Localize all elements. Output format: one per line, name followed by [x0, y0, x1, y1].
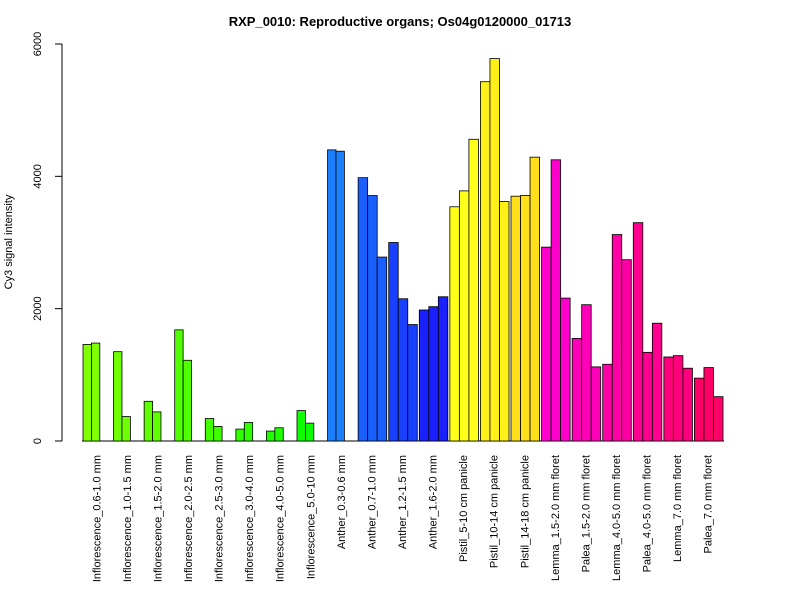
x-category-label: Pistil_14-18 cm panicle [519, 455, 531, 568]
bar [611, 234, 623, 442]
bar [499, 201, 510, 442]
bar [243, 422, 254, 442]
bar [550, 159, 562, 442]
bar [437, 296, 449, 442]
bar [91, 342, 101, 442]
bar [541, 246, 552, 442]
x-category-label: Inflorescence_2.5-3.0 mm [214, 455, 226, 582]
bar [274, 427, 284, 442]
x-category-label: Lemma_7.0 mm floret [672, 455, 684, 562]
bar [672, 355, 684, 442]
x-category-label: Inflorescence_1.5-2.0 mm [152, 455, 164, 582]
bar [713, 396, 724, 442]
bar [489, 58, 500, 442]
x-category-label: Palea_1.5-2.0 mm floret [580, 455, 592, 572]
y-tick-label: 6000 [32, 32, 44, 56]
x-category-label: Inflorescence_5.0-10 mm [305, 455, 317, 579]
bar [213, 426, 223, 442]
x-category-label: Anther_0.3-0.6 mm [336, 455, 348, 549]
bar [418, 309, 430, 442]
bar [327, 149, 337, 442]
x-category-label: Inflorescence_4.0-5.0 mm [275, 455, 287, 582]
chart-title: RXP_0010: Reproductive organs; Os04g0120… [229, 14, 572, 29]
bar [357, 177, 369, 442]
x-category-label: Pistil_5-10 cm panicle [458, 455, 470, 562]
bar [449, 206, 460, 442]
bar [621, 259, 632, 442]
bar [703, 367, 714, 442]
bar [458, 190, 470, 442]
x-category-label: Anther_0.7-1.0 mm [366, 455, 378, 549]
bar [510, 195, 521, 442]
bar [632, 222, 644, 442]
bar [113, 351, 123, 442]
bar [468, 138, 479, 442]
y-tick-label: 0 [32, 438, 44, 444]
bar [602, 363, 613, 442]
x-category-label: Lemma_4.0-5.0 mm floret [611, 455, 623, 581]
bar [581, 304, 592, 442]
y-tick-label: 4000 [32, 164, 44, 188]
bar [204, 418, 215, 442]
bar [651, 322, 663, 442]
x-category-label: Inflorescence_0.6-1.0 mm [91, 455, 103, 582]
category-labels: Inflorescence_0.6-1.0 mm Inflorescence_1.… [91, 455, 714, 582]
bar [235, 428, 245, 442]
bar [367, 195, 378, 442]
bar [82, 343, 92, 442]
bar [305, 422, 315, 442]
bar [407, 324, 418, 442]
bar [428, 306, 439, 442]
x-category-label: Anther_1.6-2.0 mm [428, 455, 440, 549]
bar [266, 430, 276, 442]
x-category-label: Palea_4.0-5.0 mm floret [642, 455, 654, 572]
bar [694, 377, 705, 442]
bar [571, 338, 583, 442]
bar [520, 195, 531, 442]
bar [529, 156, 540, 442]
x-category-label: Inflorescence_2.0-2.5 mm [183, 455, 195, 582]
bar [121, 416, 131, 442]
x-category-label: Pistil_10-14 cm panicle [489, 455, 501, 568]
y-tick-label: 2000 [32, 296, 44, 320]
bars [82, 58, 724, 442]
x-category-label: Inflorescence_1.0-1.5 mm [122, 455, 134, 582]
bar [590, 366, 602, 442]
x-category-label: Inflorescence_3.0-4.0 mm [244, 455, 256, 582]
bar [388, 242, 399, 442]
bar [397, 298, 409, 442]
bar [335, 150, 345, 442]
y-axis-label: Cy3 signal intensity [3, 194, 15, 289]
bar [296, 410, 306, 442]
bar [182, 359, 192, 442]
bar [560, 297, 571, 442]
x-category-label: Lemma_1.5-2.0 mm floret [550, 455, 562, 581]
bar [480, 81, 491, 442]
x-category-label: Palea_7.0 mm floret [703, 455, 715, 553]
bar [682, 367, 693, 442]
x-category-label: Anther_1.2-1.5 mm [397, 455, 409, 549]
bar [152, 411, 162, 442]
bar [143, 400, 153, 442]
bar [376, 256, 388, 442]
bar [663, 356, 674, 442]
bar [174, 329, 184, 442]
bar [642, 351, 653, 442]
